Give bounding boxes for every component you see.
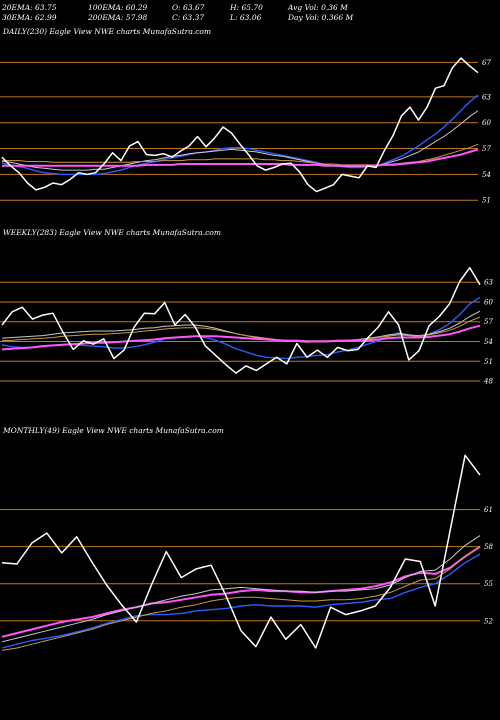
- high-label: H: 65.70: [230, 3, 263, 12]
- weekly-y-tick-label: 51: [484, 358, 493, 366]
- monthly-ema_mid2-line: [1, 546, 481, 651]
- monthly-y-tick-label: 58: [484, 543, 493, 551]
- daily-y-tick-label: 57: [482, 145, 491, 153]
- weekly-y-tick-label: 54: [484, 338, 493, 346]
- monthly-ema_mid1-line: [1, 535, 481, 643]
- weekly-y-tick-label: 57: [484, 318, 493, 326]
- monthly-y-tick-label: 61: [484, 506, 493, 514]
- daily-y-tick-label: 51: [482, 197, 491, 205]
- weekly-ema_slow-line: [1, 324, 481, 351]
- monthly-y-tick-label: 55: [484, 580, 493, 588]
- monthly-panel-title: MONTHLY(49) Eagle View NWE charts Munafa…: [3, 426, 224, 435]
- weekly-ema_mid2-line: [1, 316, 481, 342]
- close-label: C: 63.37: [172, 13, 205, 22]
- daily-y-tick-label: 67: [482, 59, 491, 67]
- daily-price-line: [1, 57, 479, 193]
- daily-panel-title: DAILY(230) Eagle View NWE charts MunafaS…: [3, 27, 212, 36]
- daily-y-tick-label: 54: [482, 171, 491, 179]
- monthly-ema_slow-line: [1, 545, 481, 638]
- weekly-panel-title: WEEKLY(283) Eagle View NWE charts Munafa…: [3, 228, 221, 237]
- daily-ema20-line: [1, 94, 479, 176]
- monthly-price-line: [1, 454, 481, 649]
- day-vol-label: Day Vol: 0.366 M: [288, 13, 354, 22]
- low-label: L: 63.06: [230, 13, 262, 22]
- open-label: O: 63.67: [172, 3, 205, 12]
- avg-vol-label: Avg Vol: 0.36 M: [288, 3, 348, 12]
- ema100-label: 100EMA: 60.29: [88, 3, 148, 12]
- weekly-y-tick-label: 60: [484, 298, 493, 306]
- daily-y-tick-label: 63: [482, 93, 491, 101]
- weekly-y-tick-label: 63: [484, 279, 493, 287]
- daily-ema30-line: [1, 110, 479, 171]
- weekly-y-tick-label: 48: [483, 378, 493, 386]
- monthly-ema_fast-line: [1, 553, 481, 649]
- ema30-label: 30EMA: 62.99: [2, 13, 57, 22]
- ema20-label: 20EMA: 63.75: [2, 3, 57, 12]
- monthly-y-tick-label: 52: [484, 617, 493, 625]
- ema200-label: 200EMA: 57.98: [88, 13, 148, 22]
- daily-ema200-line: [2, 148, 479, 167]
- daily-y-tick-label: 60: [482, 119, 491, 127]
- weekly-price-line: [1, 266, 481, 374]
